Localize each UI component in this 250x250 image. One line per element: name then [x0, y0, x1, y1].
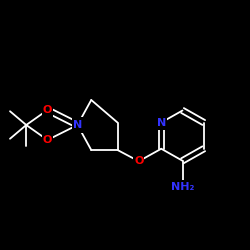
Text: O: O: [43, 105, 52, 115]
Bar: [42, 132, 53, 148]
Text: N: N: [156, 118, 166, 128]
Text: O: O: [134, 156, 143, 166]
Bar: [42, 102, 53, 118]
Bar: [173, 180, 192, 194]
Text: O: O: [43, 135, 52, 145]
Bar: [156, 115, 167, 130]
Bar: [72, 118, 83, 132]
Text: NH₂: NH₂: [171, 182, 194, 192]
Bar: [133, 154, 144, 169]
Text: N: N: [73, 120, 82, 130]
